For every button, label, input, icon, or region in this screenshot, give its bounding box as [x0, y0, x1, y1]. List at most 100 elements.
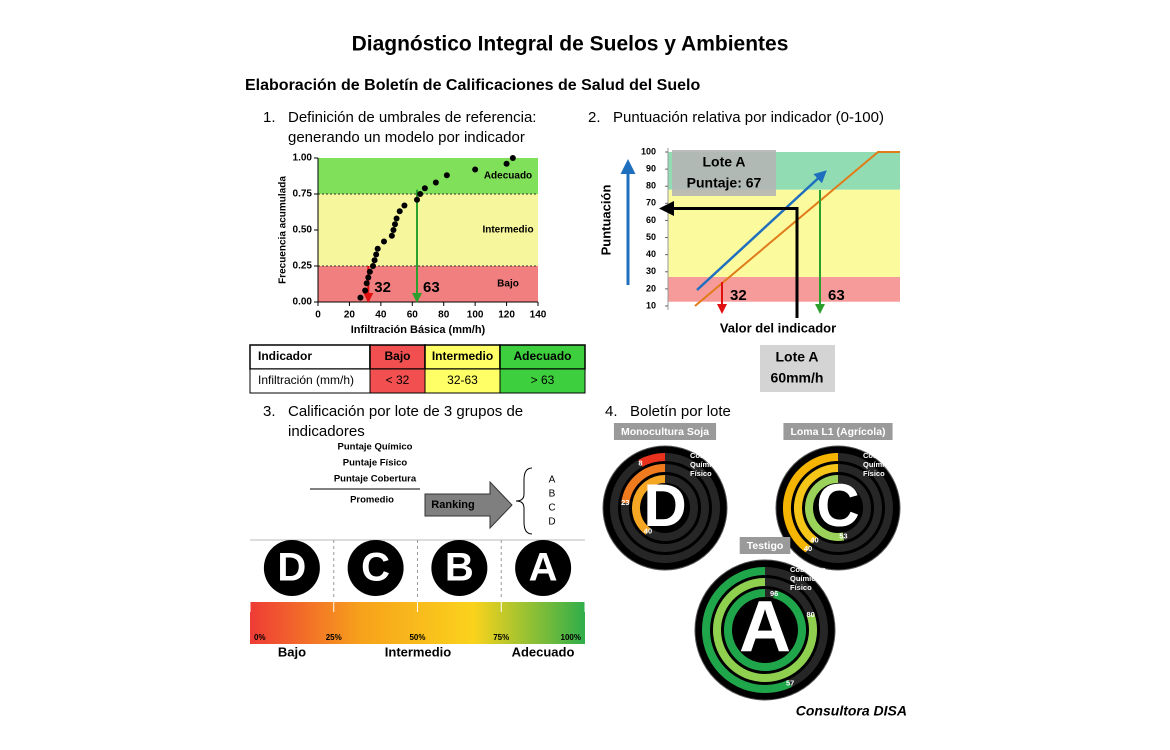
- ring-arc: [638, 453, 666, 467]
- data-point: [509, 155, 516, 161]
- table-cell-text: > 63: [531, 373, 555, 387]
- step-heading: Puntuación relativa por indicador (0-100…: [613, 109, 884, 126]
- ring-arc: [724, 589, 806, 671]
- page-title: Diagnóstico Integral de Suelos y Ambient…: [352, 33, 789, 56]
- lot-name-box: [613, 423, 717, 440]
- grade-badge: [515, 540, 572, 596]
- ring-legend: Químico: [690, 460, 720, 469]
- table-cell: [249, 344, 371, 370]
- lot-name-box: [783, 423, 893, 440]
- ring-value: 8: [638, 458, 642, 467]
- zone: [668, 276, 900, 302]
- x-tick-label: 20: [344, 310, 356, 321]
- data-point: [371, 257, 378, 264]
- y-axis-label: Frecuencia acumulada: [278, 176, 289, 284]
- step-number: 2.: [588, 109, 601, 126]
- subtitle: Elaboración de Boletín de Calificaciones…: [245, 77, 700, 94]
- lot-grade: A: [739, 587, 791, 667]
- lot-box: [760, 345, 835, 392]
- grade-badge: [263, 540, 320, 596]
- ring-arc: [702, 567, 792, 693]
- ring-legend: Cobertura: [863, 451, 900, 460]
- x-tick-label: 80: [438, 310, 450, 321]
- footer: Consultora DISA: [796, 703, 907, 719]
- table-header: Bajo: [384, 349, 410, 363]
- ring-arc: [621, 464, 666, 504]
- y-tick-label: 0.25: [293, 261, 313, 272]
- grade-option: A: [549, 475, 556, 486]
- table-cell: [499, 368, 586, 394]
- data-point: [362, 287, 369, 294]
- callout-text: Lote A: [702, 154, 745, 170]
- y-tick-label: 0.75: [293, 189, 313, 200]
- grade-letter: A: [529, 546, 558, 590]
- y-tick-label: 0.00: [293, 297, 313, 308]
- x-tick-label: 0: [315, 310, 321, 321]
- zone-label: Intermedio: [482, 225, 533, 236]
- lot-name: Testigo: [747, 540, 784, 552]
- data-point: [472, 166, 479, 173]
- y-tick-label: 0.50: [293, 225, 313, 236]
- score-arrow: [659, 200, 799, 318]
- threshold-label: 63: [423, 279, 440, 296]
- ring-value: 23: [621, 498, 629, 507]
- step-heading: generando un modelo por indicador: [288, 129, 525, 146]
- zone-label: Adecuado: [484, 171, 532, 182]
- y-tick-label: 30: [646, 266, 656, 276]
- ranking-arrow: [424, 480, 513, 530]
- zone: [318, 158, 538, 194]
- table-cell: [369, 344, 426, 370]
- step-heading: Definición de umbrales de referencia:: [288, 109, 536, 126]
- zone: [318, 266, 538, 302]
- scale-tick-label: 25%: [326, 633, 342, 642]
- ring-legend: Físico: [790, 583, 812, 592]
- data-point: [432, 179, 439, 186]
- x-tick-label: 120: [498, 310, 515, 321]
- table-cell: [424, 368, 501, 394]
- lot-box-text: Lote A: [775, 349, 818, 365]
- step-heading: Calificación por lote de 3 grupos de: [288, 403, 523, 420]
- data-point: [414, 196, 420, 203]
- ring-legend: Químico: [863, 460, 893, 469]
- grade-option: D: [548, 517, 555, 528]
- ring-legend: Físico: [863, 469, 885, 478]
- ring-value: 57: [786, 678, 794, 687]
- y-tick-label: 100: [641, 146, 656, 156]
- score-curve: [694, 151, 900, 307]
- table-cell: [424, 344, 501, 370]
- ring-arc: [632, 475, 666, 535]
- y-tick-label: 10: [646, 300, 656, 310]
- data-point: [366, 268, 373, 275]
- x-axis-label: Infiltración Básica (mm/h): [351, 324, 486, 336]
- grade-option: C: [548, 503, 555, 514]
- y-tick-label: 50: [646, 232, 656, 242]
- y-tick-label: 70: [646, 198, 656, 208]
- lot-name-box: [739, 537, 791, 554]
- data-point: [390, 227, 397, 233]
- y-tick-label: 1.00: [293, 153, 313, 164]
- y-tick-label: 40: [646, 249, 656, 259]
- ring-value: 53: [839, 531, 847, 540]
- scale-tick-label: 0%: [254, 633, 266, 642]
- threshold-label: 63: [828, 287, 845, 304]
- ring-legend: Físico: [690, 469, 712, 478]
- ring-value: 40: [804, 544, 812, 553]
- table-header: Intermedio: [432, 349, 493, 363]
- y-tick-label: 90: [646, 163, 656, 173]
- zone-label: Bajo: [497, 279, 519, 290]
- lot-name: Monocultura Soja: [621, 426, 709, 438]
- model-arrow: [696, 170, 827, 291]
- data-point: [393, 215, 400, 222]
- x-axis-label: Valor del indicador: [720, 320, 836, 335]
- grade-letter: C: [361, 546, 390, 590]
- ring-arc: [794, 464, 839, 544]
- ring-legend: Cobertura: [690, 451, 727, 460]
- table-cell: [369, 368, 426, 394]
- step-heading: indicadores: [288, 423, 365, 440]
- table-cell-text: Infiltración (mm/h): [258, 373, 354, 387]
- ring-value: 96: [770, 589, 778, 598]
- ranking-label: Ranking: [431, 499, 474, 511]
- scale-tick-label: 100%: [561, 633, 581, 642]
- callout-text: Puntaje: 67: [687, 175, 762, 191]
